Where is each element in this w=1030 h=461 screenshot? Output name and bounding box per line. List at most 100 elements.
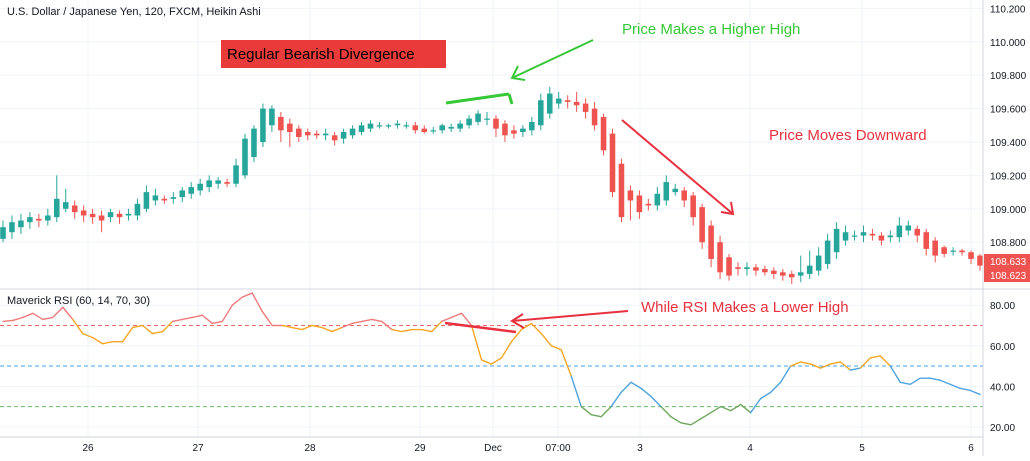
price-tick-label: 109.200 (990, 171, 1027, 182)
candle (134, 198, 141, 221)
time-tick-label: 6 (968, 443, 974, 454)
candle-body (224, 182, 230, 184)
candle-body (618, 163, 625, 218)
candle-body (340, 131, 347, 139)
candle (143, 185, 150, 213)
candle (466, 115, 472, 129)
candle-body (367, 123, 374, 129)
rsi-line-segment (251, 292, 263, 313)
candle (520, 125, 526, 137)
rsi-line-segment (600, 405, 612, 418)
candle (36, 213, 42, 228)
candle-body (71, 205, 78, 213)
rsi-line-segment (879, 355, 891, 367)
candle (304, 128, 311, 141)
candle-body (690, 195, 696, 218)
candle (179, 187, 186, 203)
rsi-line-segment (560, 349, 572, 377)
candle (923, 228, 929, 256)
rsi-lower-high-trendline (444, 321, 517, 334)
candle (278, 111, 284, 142)
rsi-line-segment (361, 318, 373, 323)
candle-body (950, 250, 956, 252)
candle (98, 210, 105, 233)
rsi-tick-label: 40.00 (990, 382, 1015, 393)
rsi-line-segment (101, 341, 114, 345)
candle-body (878, 235, 885, 241)
candle (797, 255, 804, 283)
moves-down-label: Price Moves Downward (769, 127, 927, 144)
candle-body (708, 225, 714, 259)
rsi-indicator-title: Maverick RSI (60, 14, 70, 30) (7, 295, 150, 307)
candle-body (125, 213, 132, 216)
divergence-label-box (221, 40, 446, 68)
candle (349, 125, 356, 139)
rsi-line-segment (401, 328, 413, 333)
rsi-line-segment (640, 387, 652, 398)
price-badge-upper-text: 108.633 (990, 257, 1027, 268)
candle (340, 128, 347, 144)
candle-body (215, 180, 221, 184)
candle (762, 265, 768, 276)
time-tick-label: 27 (192, 443, 204, 454)
candle-body (663, 182, 670, 201)
candle-body (582, 103, 589, 112)
candle (896, 217, 903, 243)
candle (663, 175, 670, 206)
divergence-label: Regular Bearish Divergence (227, 46, 415, 63)
price-tick-label: 108.800 (990, 238, 1027, 249)
candle (833, 222, 840, 259)
candle-body (600, 116, 607, 151)
candle (107, 208, 114, 223)
candle-body (161, 198, 168, 201)
candle (555, 91, 562, 109)
candle-body (977, 255, 983, 266)
candle (914, 225, 921, 243)
rsi-line-segment (22, 312, 34, 319)
candle (878, 232, 885, 246)
candle-body (591, 108, 598, 126)
rsi-line-segment (720, 405, 732, 412)
candle-body (771, 270, 777, 274)
candle-body (573, 101, 580, 106)
rsi-line-segment (550, 345, 562, 351)
candle (89, 208, 96, 224)
rsi-line-segment (151, 330, 164, 335)
candle-body (824, 240, 831, 264)
rsi-line-segment (62, 306, 74, 321)
candle (771, 267, 777, 279)
candle-body (842, 232, 849, 241)
rsi-line-segment (181, 316, 194, 321)
rsi-line-segment (540, 332, 553, 347)
rsi-line-segment (351, 320, 363, 325)
candle (188, 182, 195, 199)
candle (869, 228, 876, 241)
candle-body (896, 225, 903, 238)
rsi-line-segment (421, 328, 433, 333)
candle-body (134, 203, 141, 216)
rsi-line-segment (440, 316, 453, 323)
rsi-line-segment (700, 411, 712, 420)
candle (618, 158, 625, 223)
candle-body (672, 188, 679, 193)
rsi-line-segment (590, 413, 602, 418)
candle-body (511, 130, 517, 134)
price-badge-upper (984, 254, 1030, 268)
candle (457, 120, 463, 132)
candle-body (788, 273, 795, 278)
candle-body (296, 128, 302, 137)
price-tick-label: 110.200 (990, 4, 1026, 15)
candle (654, 187, 661, 211)
candle-body (385, 125, 392, 127)
rsi-line-segment (750, 397, 762, 414)
downward-arrow (621, 119, 734, 215)
candle (484, 111, 490, 126)
candle (582, 98, 589, 119)
candle (959, 248, 965, 256)
candle-body (260, 108, 266, 142)
rsi-line-segment (201, 314, 214, 325)
candle (493, 115, 499, 137)
candle (538, 93, 544, 131)
candle (968, 250, 974, 264)
